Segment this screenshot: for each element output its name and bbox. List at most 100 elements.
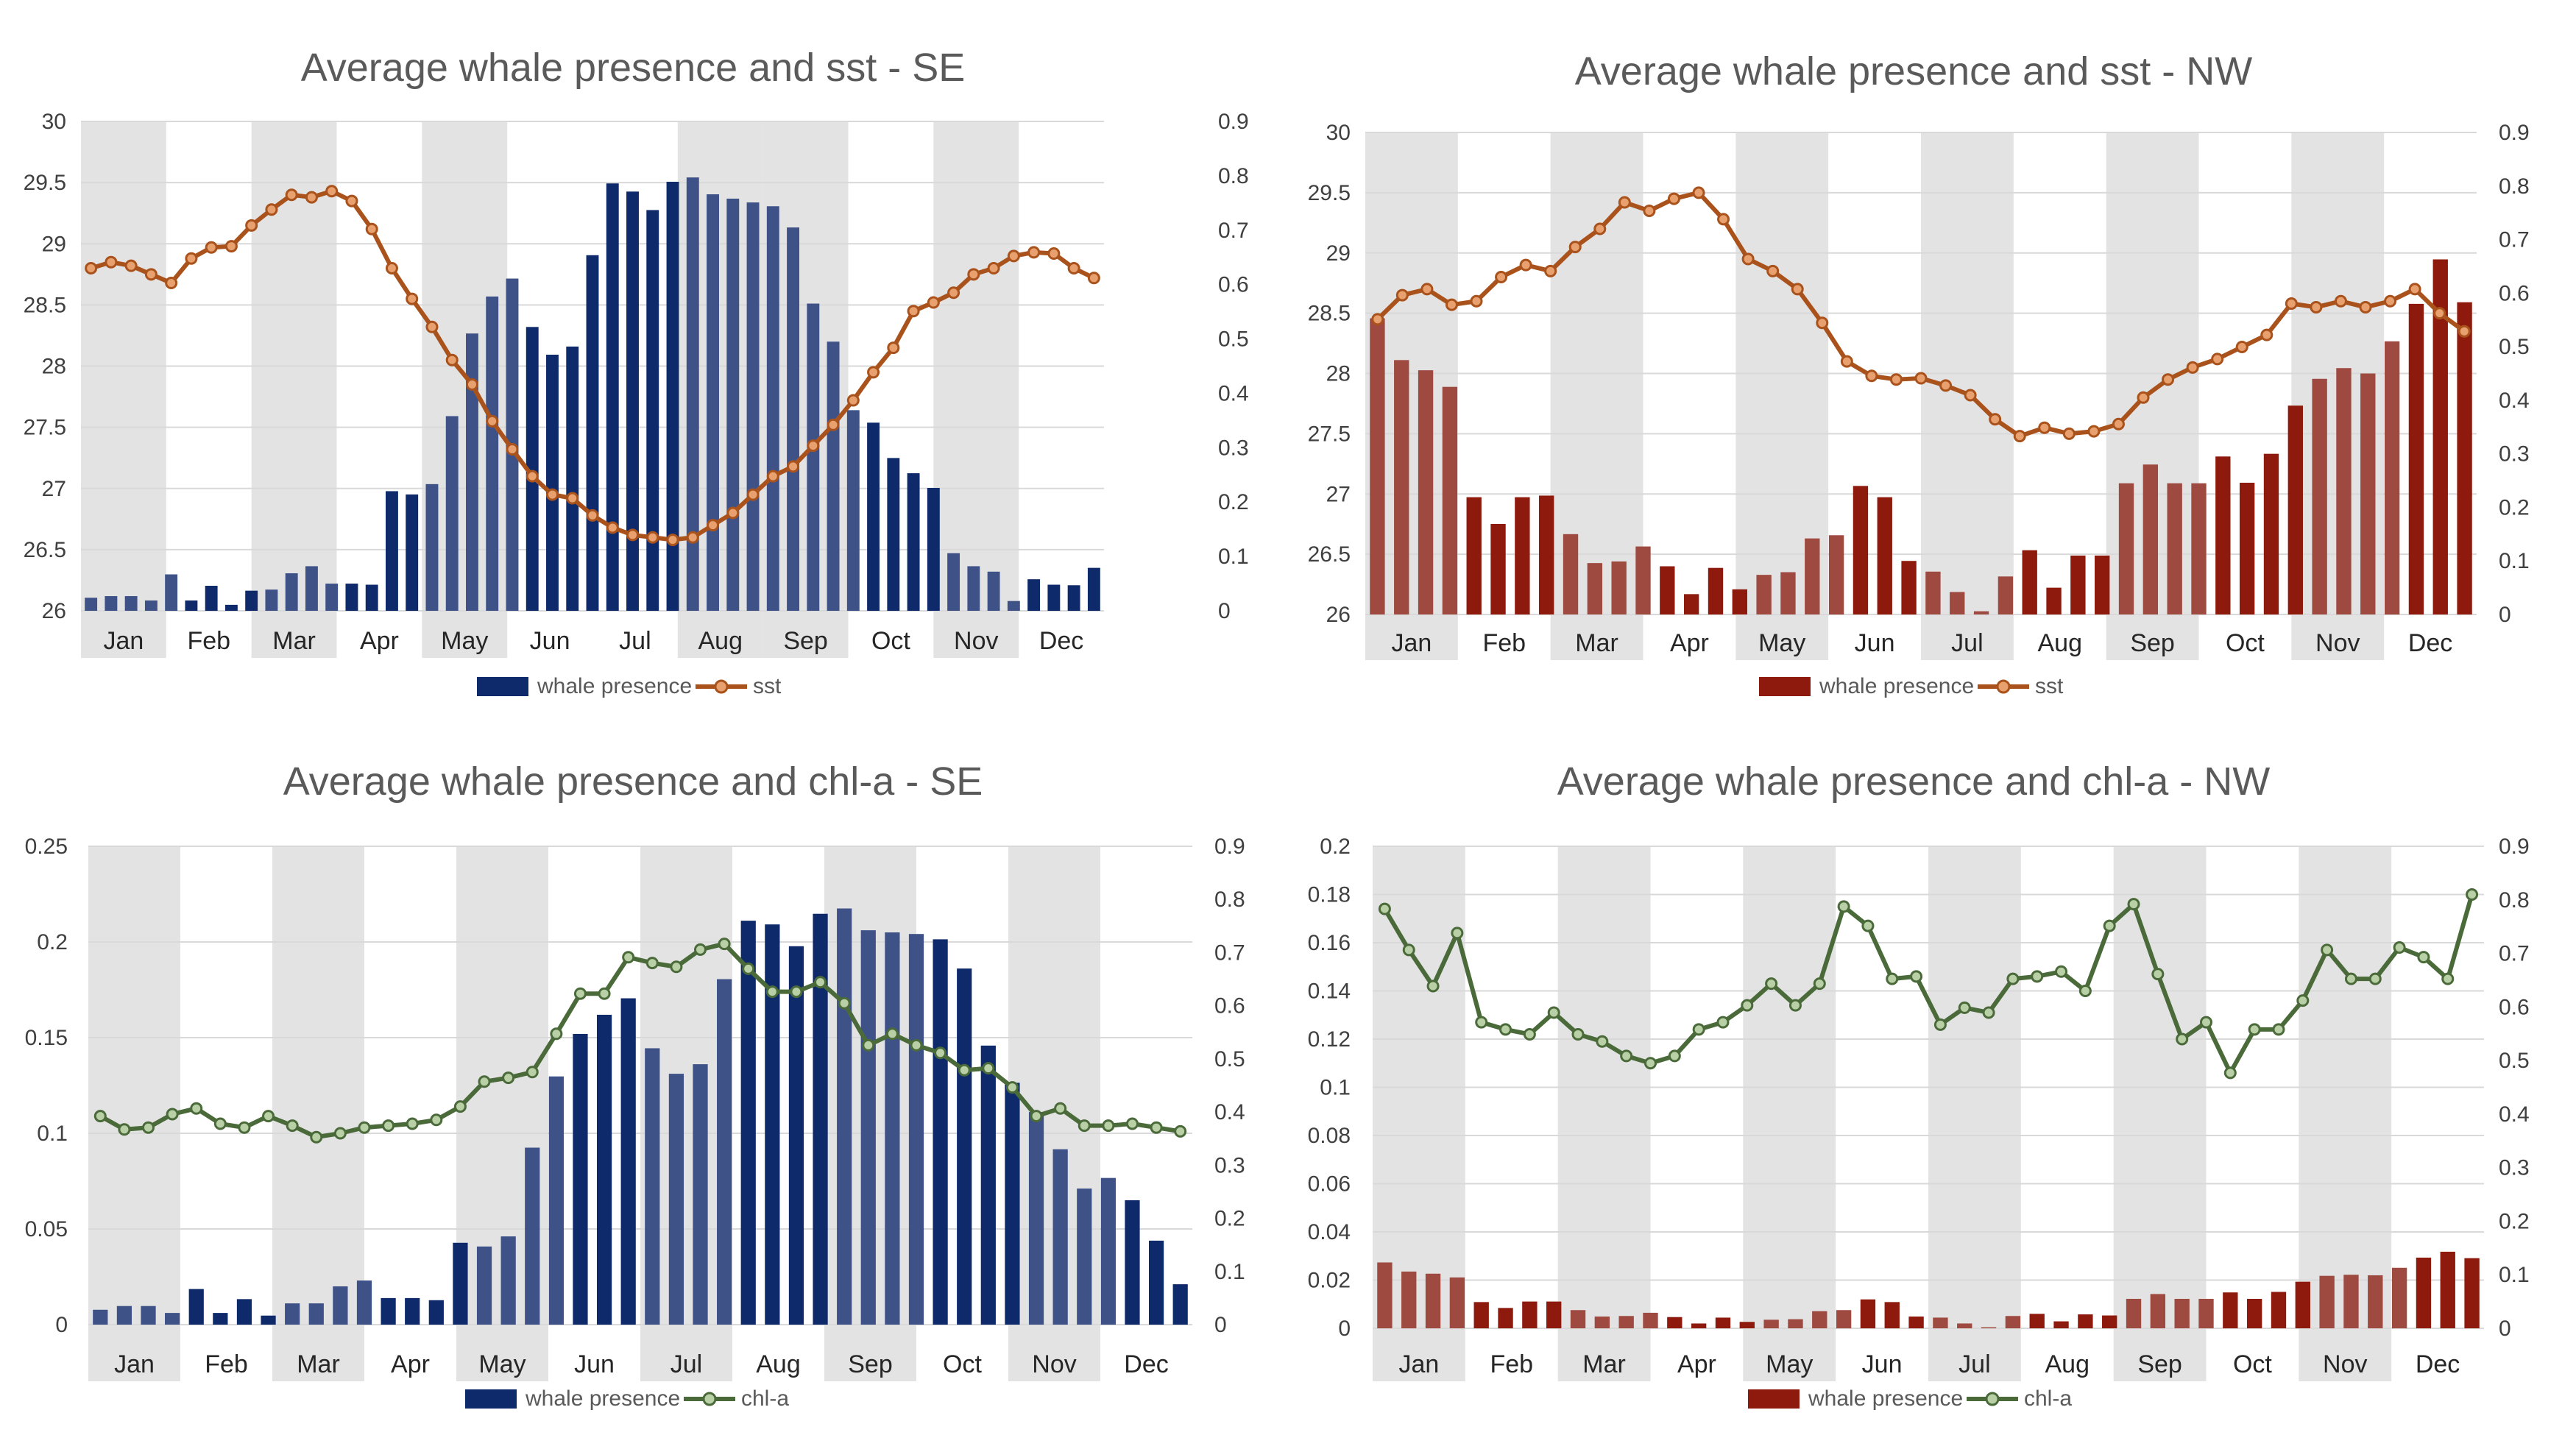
y-right-tick-label: 0.8: [1218, 164, 1249, 188]
bar-whale-presence: [646, 210, 659, 611]
bar-whale-presence: [1957, 1323, 1972, 1328]
y-left-tick-label: 30: [42, 110, 66, 134]
bar-whale-presence: [213, 1313, 228, 1325]
bar-whale-presence: [788, 946, 804, 1325]
month-band-mar: [1557, 846, 1651, 1381]
bar-whale-presence: [596, 1014, 612, 1325]
bar-whale-presence: [2022, 550, 2037, 614]
bar-whale-presence: [1788, 1319, 1803, 1328]
line-marker: [2162, 373, 2175, 386]
y-left-tick-label: 0.02: [1308, 1269, 1351, 1293]
bar-whale-presence: [1442, 386, 1458, 614]
x-tick-label-mar: Mar: [1582, 1350, 1626, 1378]
bar-whale-presence: [626, 191, 639, 612]
bar-whale-presence: [813, 913, 828, 1325]
y-right-tick-label: 0.6: [2499, 995, 2530, 1019]
y-right-tick-label: 0.1: [2499, 549, 2530, 573]
line-marker: [726, 506, 740, 520]
bar-whale-presence: [2312, 378, 2327, 614]
legend-label-line: chl-a: [2024, 1386, 2072, 1411]
bar-whale-presence: [526, 327, 539, 611]
line-marker: [707, 519, 720, 532]
y-right-tick-label: 0.4: [2499, 389, 2530, 413]
x-tick-label-jan: Jan: [1399, 1350, 1440, 1378]
line-marker: [545, 488, 559, 501]
bar-whale-presence: [1052, 1149, 1068, 1325]
bar-whale-presence: [1908, 1316, 1924, 1328]
y-left-tick-label: 27.5: [1308, 422, 1351, 446]
x-tick-label-aug: Aug: [2038, 629, 2083, 657]
bar-whale-presence: [2118, 483, 2134, 614]
y-left-tick-label: 28.5: [1308, 302, 1351, 326]
line-marker: [1939, 379, 1953, 392]
bar-whale-presence: [1618, 1316, 1634, 1328]
y-left-tick-label: 29: [42, 232, 66, 256]
x-tick-label-dec: Dec: [2416, 1350, 2460, 1378]
y-left-tick-label: 0.25: [25, 835, 68, 859]
bar-whale-presence: [807, 303, 820, 611]
bar-whale-presence: [860, 930, 876, 1325]
bar-whale-presence: [2416, 1257, 2432, 1328]
line-marker: [1788, 999, 1802, 1012]
line-marker: [566, 492, 579, 505]
legend-swatch-marker: [702, 1392, 717, 1406]
bar-whale-presence: [236, 1299, 252, 1325]
legend-label-whale-presence: whale presence: [537, 674, 692, 698]
line-marker: [1861, 919, 1875, 932]
line-marker: [2200, 1016, 2212, 1029]
bar-whale-presence: [2198, 1298, 2214, 1328]
line-marker: [2006, 972, 2020, 985]
line-marker: [670, 960, 683, 974]
line-marker: [867, 366, 880, 379]
line-marker: [573, 987, 587, 1000]
legend-label-whale-presence: whale presence: [525, 1386, 680, 1411]
line-marker: [2384, 294, 2397, 308]
bar-whale-presence: [1812, 1311, 1827, 1328]
y-left-tick-label: 26.5: [1308, 542, 1351, 567]
x-tick-label-nov: Nov: [1032, 1350, 1076, 1378]
legend-swatch-whale-presence: [1759, 677, 1811, 696]
bar-whale-presence: [2150, 1294, 2166, 1328]
bar-whale-presence: [1587, 563, 1603, 614]
line-marker: [2151, 968, 2165, 981]
y-left-tick-label: 28.5: [24, 293, 66, 317]
line-marker: [2310, 300, 2323, 313]
bar-whale-presence: [967, 566, 980, 611]
line-marker: [2127, 898, 2140, 911]
bar-whale-presence: [116, 1305, 132, 1325]
line-marker: [1644, 1057, 1657, 1070]
bar-whale-presence: [425, 483, 439, 611]
x-tick-label-oct: Oct: [2226, 629, 2265, 657]
y-left-tick-label: 0.16: [1308, 931, 1351, 955]
y-right-tick-label: 0.7: [1214, 940, 1245, 965]
line-marker: [333, 1127, 347, 1140]
bar-whale-presence: [1498, 1308, 1513, 1328]
y-right-tick-label: 0.2: [1214, 1207, 1245, 1231]
line-marker: [1716, 1016, 1730, 1029]
line-marker: [1765, 977, 1778, 991]
y-right-tick-label: 0.5: [1218, 327, 1249, 352]
line-marker: [2344, 972, 2357, 985]
line-marker: [887, 341, 900, 355]
line-marker: [238, 1121, 251, 1134]
bar-whale-presence: [1394, 360, 1409, 614]
line-marker: [1007, 249, 1020, 263]
line-marker: [1495, 271, 1508, 283]
bar-whale-presence: [525, 1147, 540, 1325]
bar-whale-presence: [980, 1045, 996, 1325]
bar-whale-presence: [2078, 1314, 2093, 1328]
x-tick-label-apr: Apr: [391, 1350, 430, 1378]
line-marker: [2321, 943, 2334, 957]
bar-whale-presence: [1950, 592, 1965, 614]
y-right-tick-label: 0.5: [1214, 1047, 1245, 1071]
line-marker: [2296, 994, 2310, 1007]
line-marker: [385, 262, 398, 274]
line-marker: [1620, 1049, 1633, 1063]
bar-whale-presence: [2408, 303, 2424, 614]
bar-whale-presence: [2360, 373, 2376, 614]
line-marker: [1741, 252, 1755, 266]
y-right-tick-label: 0.2: [2499, 1209, 2530, 1233]
y-left-tick-label: 28: [42, 355, 66, 379]
chart-nw-sst: Average whale presence and sst - NW 26 26…: [1308, 49, 2530, 698]
bar-whale-presence: [766, 206, 779, 611]
